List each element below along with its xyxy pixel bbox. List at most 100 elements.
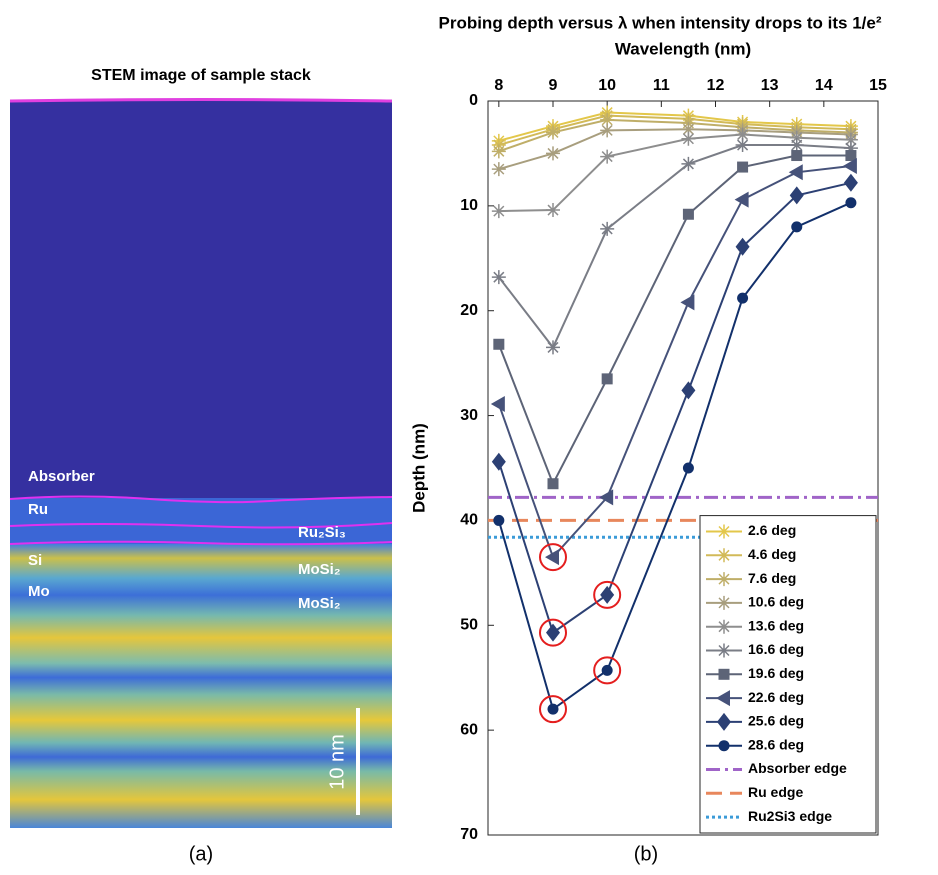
marker-part [788, 164, 803, 181]
legend-label: 28.6 deg [748, 736, 804, 752]
marker-part [546, 146, 560, 161]
marker [843, 173, 858, 192]
marker-part [717, 643, 731, 658]
layer-label: Mo [28, 583, 50, 600]
marker-part [546, 125, 560, 140]
marker-part [717, 572, 731, 587]
legend-label: 2.6 deg [748, 522, 796, 538]
marker-part [600, 221, 615, 236]
marker [601, 373, 613, 385]
marker-part [681, 156, 696, 171]
y-tick-label: 0 [469, 92, 478, 109]
marker-part [717, 595, 731, 610]
caption: (b) [634, 843, 658, 865]
marker [718, 740, 730, 752]
stem-image: Absorber Ru Ru₂Si₃ Si MoSi₂ Mo MoSi₂ 10 … [9, 98, 393, 828]
marker [491, 144, 506, 159]
marker-part [734, 191, 749, 208]
legend-label: 22.6 deg [748, 689, 804, 705]
marker-part [600, 585, 615, 604]
legend-label: Absorber edge [748, 760, 847, 776]
interface-line [9, 522, 393, 529]
marker [717, 619, 731, 634]
ru-region [10, 498, 392, 544]
multilayer-region [10, 544, 392, 828]
y-axis-label: Depth (nm) [409, 423, 428, 513]
marker-part [681, 122, 696, 137]
marker-part [599, 489, 614, 506]
marker-part [791, 221, 803, 233]
marker [734, 191, 749, 208]
marker-part [843, 132, 858, 147]
legend-label: Ru edge [748, 784, 803, 800]
highlight-circle [593, 580, 622, 609]
layer-label: Ru₂Si₃ [298, 524, 346, 541]
marker-part [681, 131, 696, 146]
legend-label: 10.6 deg [748, 594, 804, 610]
marker [682, 462, 694, 474]
marker [547, 478, 559, 490]
marker-part [718, 668, 730, 680]
marker [737, 292, 749, 304]
marker [716, 690, 730, 707]
marker [600, 112, 615, 127]
y-tick-label: 10 [460, 197, 478, 214]
marker [845, 197, 857, 209]
marker [789, 138, 804, 153]
marker-part [600, 149, 615, 164]
marker-part [789, 138, 804, 153]
layer-label: Si [28, 552, 42, 569]
marker-part [601, 373, 613, 385]
x-tick-label: 11 [653, 77, 670, 94]
chart-title: Probing depth versus λ when intensity dr… [438, 13, 881, 32]
marker [717, 643, 731, 658]
x-tick-label: 9 [549, 77, 558, 94]
x-tick-label: 14 [815, 77, 833, 94]
marker [601, 664, 613, 676]
marker [493, 514, 505, 526]
marker-part [491, 144, 506, 159]
marker [735, 127, 750, 142]
marker-part [843, 173, 858, 192]
marker-part [680, 294, 695, 311]
marker-part [491, 162, 506, 177]
marker [789, 130, 804, 145]
marker [546, 623, 560, 642]
scale-bar-label: 10 nm [326, 734, 348, 790]
marker [735, 138, 750, 153]
x-tick-label: 15 [869, 77, 887, 94]
marker [737, 161, 749, 173]
marker [491, 204, 506, 219]
marker [546, 203, 560, 218]
marker [490, 396, 505, 413]
highlight-circle [539, 543, 567, 572]
layer-label: MoSi₂ [298, 595, 341, 612]
marker [681, 381, 696, 400]
marker [791, 150, 803, 162]
x-tick-label: 8 [494, 77, 503, 94]
marker-part [789, 186, 804, 205]
marker-part [791, 150, 803, 162]
marker [717, 595, 731, 610]
marker [717, 572, 731, 587]
marker-part [682, 208, 694, 220]
marker [717, 548, 731, 563]
legend-label: 19.6 deg [748, 665, 804, 681]
marker-part [547, 703, 559, 715]
marker-part [600, 123, 615, 138]
marker-part [735, 138, 750, 153]
marker [546, 125, 560, 140]
marker [717, 712, 731, 731]
marker-part [681, 381, 696, 400]
marker-part [601, 664, 613, 676]
marker [681, 131, 696, 146]
marker [546, 340, 560, 355]
marker-part [547, 478, 559, 490]
interface-line [9, 495, 393, 504]
marker [600, 149, 615, 164]
marker-part [716, 690, 730, 707]
marker [681, 156, 696, 171]
marker-part [735, 237, 750, 256]
legend-label: 25.6 deg [748, 713, 804, 729]
marker-part [490, 396, 505, 413]
